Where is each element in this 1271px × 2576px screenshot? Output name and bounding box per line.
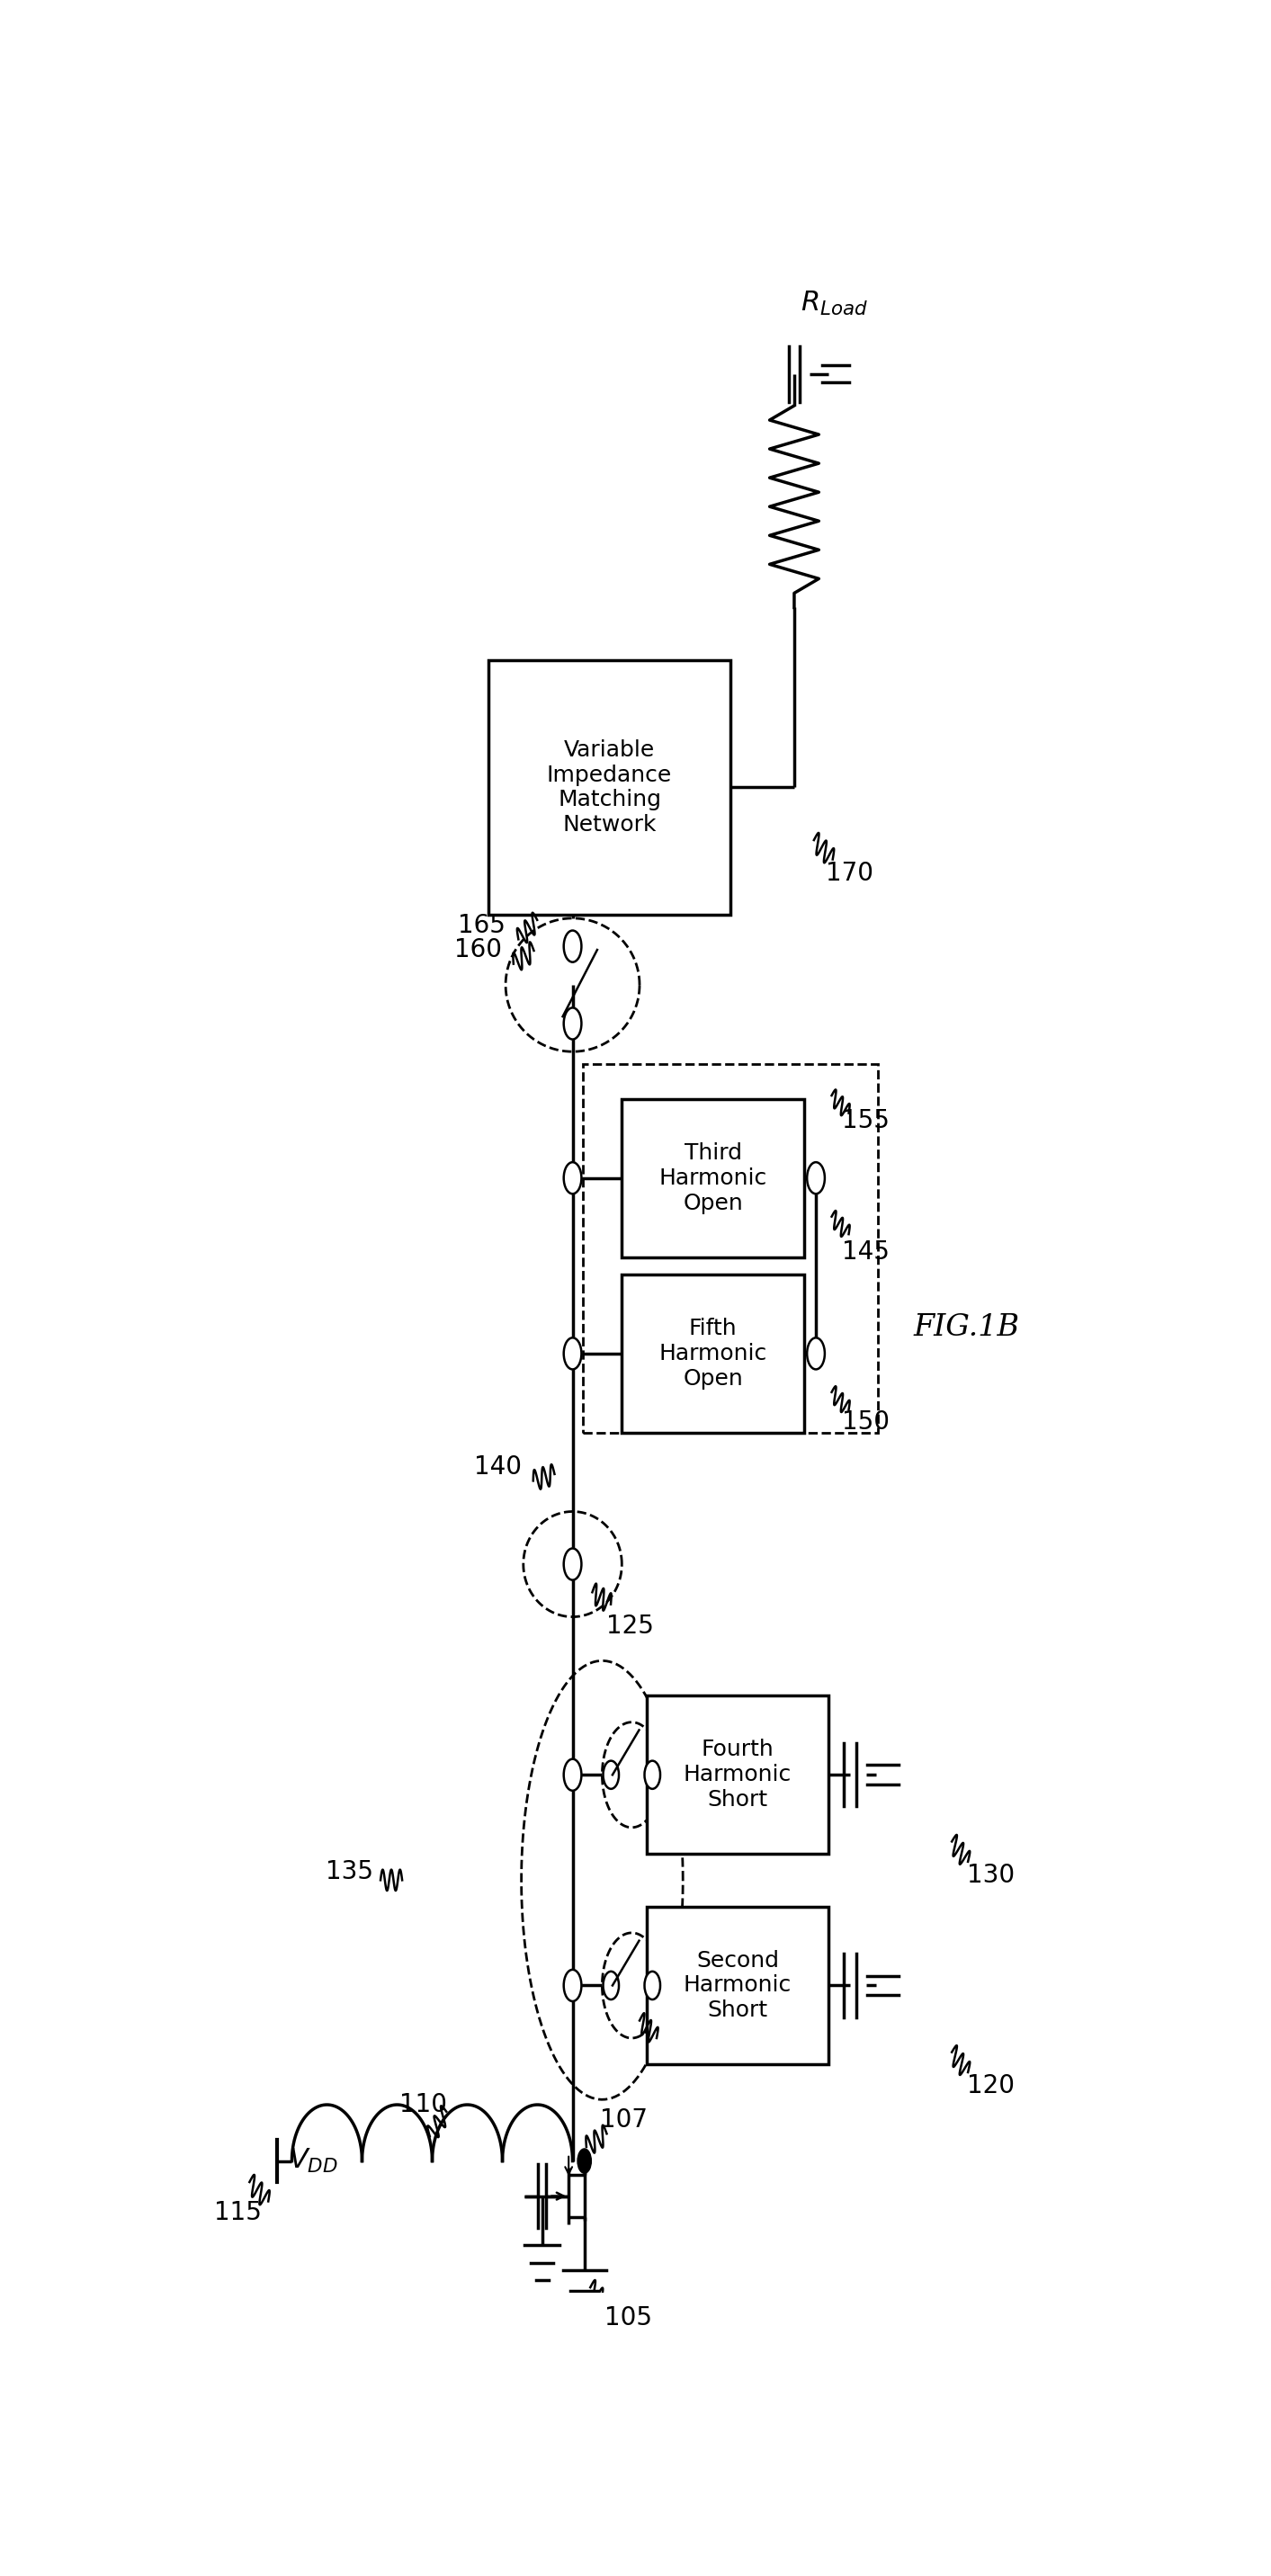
Text: 150: 150	[841, 1409, 890, 1435]
Text: 110: 110	[399, 2092, 446, 2117]
Text: 145: 145	[841, 1239, 888, 1265]
Circle shape	[604, 1762, 619, 1788]
Text: 155: 155	[841, 1108, 888, 1133]
Text: 115: 115	[214, 2200, 262, 2226]
Bar	[622, 1100, 805, 1257]
Text: 165: 165	[458, 912, 506, 938]
Text: $V_{DD}$: $V_{DD}$	[289, 2146, 338, 2174]
Circle shape	[577, 2148, 591, 2174]
Text: 107: 107	[600, 2107, 648, 2133]
Text: 123: 123	[649, 2043, 697, 2066]
Circle shape	[644, 1971, 660, 1999]
Text: $R_{Load}$: $R_{Load}$	[801, 291, 868, 317]
Circle shape	[604, 1971, 619, 1999]
Text: 125: 125	[606, 1613, 653, 1638]
Bar	[647, 1906, 829, 2063]
Circle shape	[564, 1007, 581, 1038]
Circle shape	[564, 1971, 581, 2002]
Circle shape	[564, 1548, 581, 1579]
Text: Third
Harmonic
Open: Third Harmonic Open	[658, 1141, 766, 1213]
Text: 105: 105	[604, 2306, 652, 2331]
Text: FIG.1B: FIG.1B	[914, 1314, 1019, 1342]
Circle shape	[807, 1337, 825, 1370]
Text: Fifth
Harmonic
Open: Fifth Harmonic Open	[658, 1319, 766, 1388]
Circle shape	[564, 1162, 581, 1193]
Text: 170: 170	[826, 860, 873, 886]
Bar	[489, 659, 731, 914]
Text: Second
Harmonic
Short: Second Harmonic Short	[684, 1950, 792, 2022]
Bar	[647, 1695, 829, 1855]
Circle shape	[564, 1337, 581, 1370]
Text: 160: 160	[454, 938, 502, 963]
Circle shape	[807, 1162, 825, 1193]
Text: Variable
Impedance
Matching
Network: Variable Impedance Matching Network	[547, 739, 672, 835]
Text: Fourth
Harmonic
Short: Fourth Harmonic Short	[684, 1739, 792, 1811]
Text: 140: 140	[474, 1455, 521, 1479]
Circle shape	[644, 1762, 660, 1788]
Bar	[622, 1275, 805, 1432]
Circle shape	[564, 930, 581, 961]
Text: 135: 135	[325, 1860, 374, 1883]
Text: 120: 120	[966, 2074, 1014, 2099]
Text: 130: 130	[966, 1862, 1014, 1888]
Circle shape	[564, 1759, 581, 1790]
Bar	[582, 1064, 878, 1432]
